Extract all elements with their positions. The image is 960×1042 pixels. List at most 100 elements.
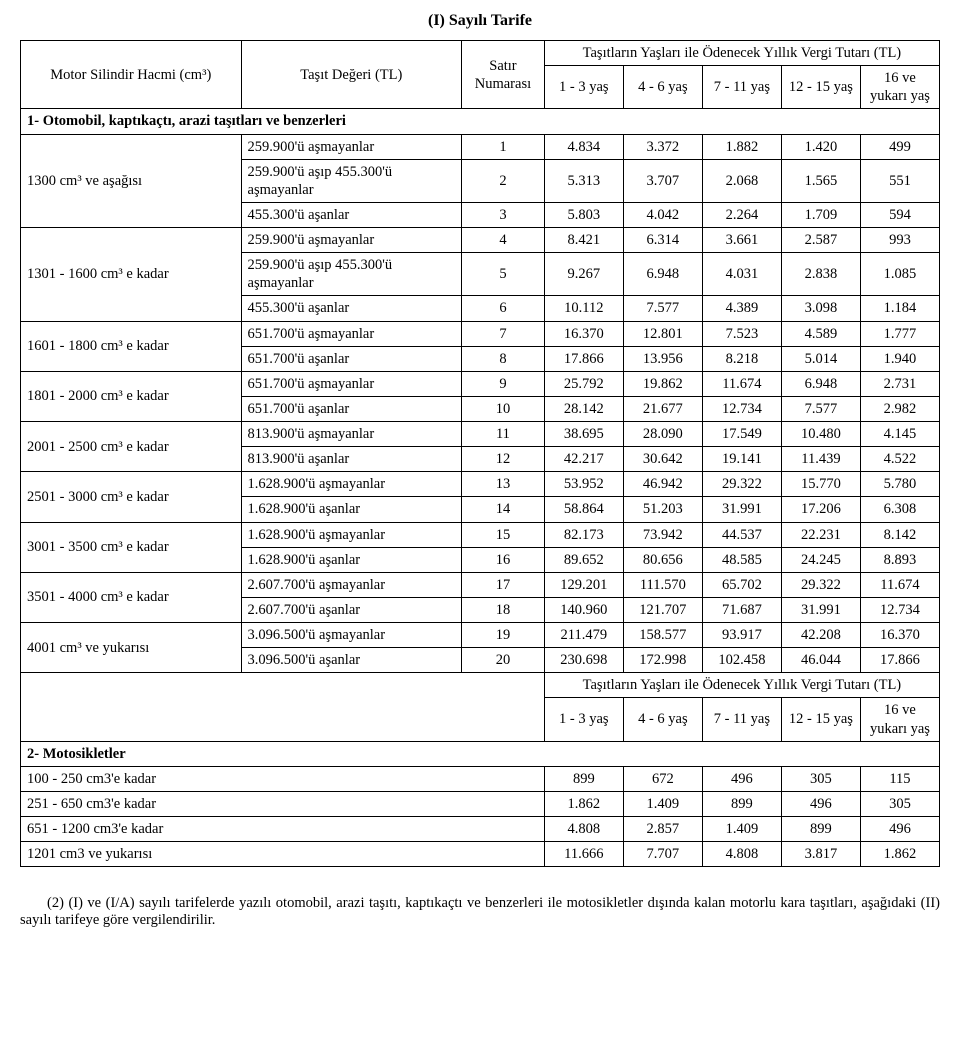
tax-cell: 44.537 <box>702 522 781 547</box>
tax-cell: 17.206 <box>781 497 860 522</box>
tax-cell: 1.862 <box>544 791 623 816</box>
engine-cell: 2501 - 3000 cm³ e kadar <box>21 472 242 522</box>
tax-cell: 28.090 <box>623 422 702 447</box>
tax-cell: 17.549 <box>702 422 781 447</box>
tax-cell: 111.570 <box>623 572 702 597</box>
tax-cell: 5.780 <box>860 472 939 497</box>
engine-cell: 1801 - 2000 cm³ e kadar <box>21 371 242 421</box>
tax-cell: 9.267 <box>544 253 623 296</box>
rowno-cell: 6 <box>462 296 545 321</box>
table-row: 2001 - 2500 cm³ e kadar813.900'ü aşmayan… <box>21 422 940 447</box>
moto-engine: 100 - 250 cm3'e kadar <box>21 766 545 791</box>
tax-cell: 12.801 <box>623 321 702 346</box>
tax-cell: 993 <box>860 228 939 253</box>
tax-cell: 496 <box>860 817 939 842</box>
tax-cell: 3.098 <box>781 296 860 321</box>
value-cell: 1.628.900'ü aşanlar <box>241 497 462 522</box>
tax-cell: 4.834 <box>544 134 623 159</box>
tax-cell: 121.707 <box>623 597 702 622</box>
table-row: 1601 - 1800 cm³ e kadar651.700'ü aşmayan… <box>21 321 940 346</box>
footnote-text: (2) (I) ve (I/A) sayılı tarifelerde yazı… <box>20 895 940 928</box>
tax-cell: 1.777 <box>860 321 939 346</box>
tax-cell: 5.313 <box>544 159 623 202</box>
table-row: 4001 cm³ ve yukarısı3.096.500'ü aşmayanl… <box>21 623 940 648</box>
tax-cell: 6.948 <box>781 371 860 396</box>
header-age5: 16 ve yukarı yaş <box>860 66 939 109</box>
tax-cell: 93.917 <box>702 623 781 648</box>
table-row: 1801 - 2000 cm³ e kadar651.700'ü aşmayan… <box>21 371 940 396</box>
tax-cell: 4.031 <box>702 253 781 296</box>
rowno-cell: 11 <box>462 422 545 447</box>
value-cell: 2.607.700'ü aşanlar <box>241 597 462 622</box>
value-cell: 651.700'ü aşanlar <box>241 346 462 371</box>
tax-cell: 29.322 <box>702 472 781 497</box>
engine-cell: 3001 - 3500 cm³ e kadar <box>21 522 242 572</box>
rowno-cell: 4 <box>462 228 545 253</box>
tax-cell: 496 <box>781 791 860 816</box>
rowno-cell: 9 <box>462 371 545 396</box>
tax-cell: 48.585 <box>702 547 781 572</box>
tax-cell: 21.677 <box>623 396 702 421</box>
value-cell: 651.700'ü aşmayanlar <box>241 321 462 346</box>
tax-cell: 24.245 <box>781 547 860 572</box>
tax-cell: 7.523 <box>702 321 781 346</box>
rowno-cell: 2 <box>462 159 545 202</box>
tax-cell: 1.409 <box>623 791 702 816</box>
tax-cell: 17.866 <box>860 648 939 673</box>
rowno-cell: 18 <box>462 597 545 622</box>
table-row: 3501 - 4000 cm³ e kadar2.607.700'ü aşmay… <box>21 572 940 597</box>
value-cell: 1.628.900'ü aşmayanlar <box>241 522 462 547</box>
tax-cell: 8.421 <box>544 228 623 253</box>
value-cell: 3.096.500'ü aşmayanlar <box>241 623 462 648</box>
tax-cell: 38.695 <box>544 422 623 447</box>
tax-cell: 5.803 <box>544 202 623 227</box>
table-row: 2- Motosikletler <box>21 741 940 766</box>
table-row: Motor Silindir Hacmi (cm³)Taşıt Değeri (… <box>21 41 940 66</box>
value-cell: 813.900'ü aşmayanlar <box>241 422 462 447</box>
engine-cell: 1301 - 1600 cm³ e kadar <box>21 228 242 322</box>
tax-cell: 305 <box>781 766 860 791</box>
rowno-cell: 13 <box>462 472 545 497</box>
tax-cell: 17.866 <box>544 346 623 371</box>
tax-cell: 5.014 <box>781 346 860 371</box>
rowno-cell: 5 <box>462 253 545 296</box>
table-row: 3001 - 3500 cm³ e kadar1.628.900'ü aşmay… <box>21 522 940 547</box>
tax-cell: 2.838 <box>781 253 860 296</box>
tax-cell: 4.389 <box>702 296 781 321</box>
moto-engine: 651 - 1200 cm3'e kadar <box>21 817 545 842</box>
tax-cell: 551 <box>860 159 939 202</box>
section2-title: 2- Motosikletler <box>21 741 940 766</box>
tax-cell: 1.565 <box>781 159 860 202</box>
tax-cell: 89.652 <box>544 547 623 572</box>
header-age2: 4 - 6 yaş <box>623 66 702 109</box>
tax-cell: 1.085 <box>860 253 939 296</box>
rowno-cell: 8 <box>462 346 545 371</box>
tax-cell: 58.864 <box>544 497 623 522</box>
tax-cell: 46.942 <box>623 472 702 497</box>
table-row: Taşıtların Yaşları ile Ödenecek Yıllık V… <box>21 673 940 698</box>
tax-cell: 29.322 <box>781 572 860 597</box>
value-cell: 259.900'ü aşmayanlar <box>241 134 462 159</box>
engine-cell: 1300 cm³ ve aşağısı <box>21 134 242 228</box>
tax-cell: 2.982 <box>860 396 939 421</box>
header-engine: Motor Silindir Hacmi (cm³) <box>21 41 242 109</box>
tax-cell: 46.044 <box>781 648 860 673</box>
tax-cell: 3.707 <box>623 159 702 202</box>
tax-cell: 4.522 <box>860 447 939 472</box>
tax-cell: 2.731 <box>860 371 939 396</box>
tax-cell: 31.991 <box>781 597 860 622</box>
tax-cell: 16.370 <box>860 623 939 648</box>
footnote: (2) (I) ve (I/A) sayılı tarifelerde yazı… <box>20 895 940 929</box>
tariff-table: Motor Silindir Hacmi (cm³)Taşıt Değeri (… <box>20 40 940 867</box>
tax-cell: 496 <box>702 766 781 791</box>
value-cell: 455.300'ü aşanlar <box>241 296 462 321</box>
tax-cell: 12.734 <box>860 597 939 622</box>
moto-engine: 1201 cm3 ve yukarısı <box>21 842 545 867</box>
value-cell: 651.700'ü aşanlar <box>241 396 462 421</box>
tax-cell: 73.942 <box>623 522 702 547</box>
tax-cell: 1.184 <box>860 296 939 321</box>
header-age4: 12 - 15 yaş <box>781 66 860 109</box>
table-row: 1300 cm³ ve aşağısı259.900'ü aşmayanlar1… <box>21 134 940 159</box>
tax-cell: 11.666 <box>544 842 623 867</box>
header-agegroup: Taşıtların Yaşları ile Ödenecek Yıllık V… <box>544 41 939 66</box>
